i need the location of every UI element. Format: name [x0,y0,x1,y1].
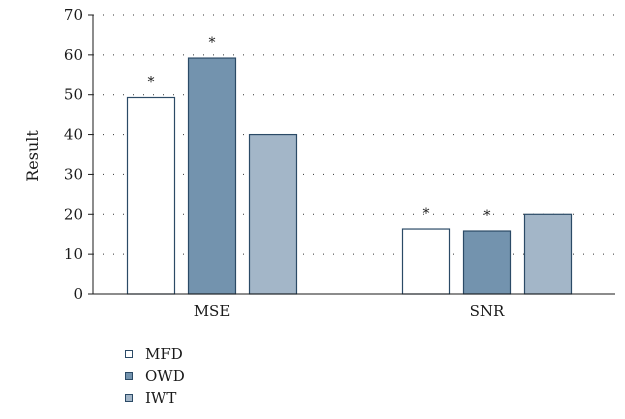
y-tick-label: 50 [64,86,83,104]
legend-item-mfd: MFD [125,343,185,365]
y-tick-label: 40 [64,126,83,144]
significance-star: * [148,75,155,91]
legend-swatch-iwt [125,394,133,402]
legend-item-iwt: IWT [125,387,185,409]
y-axis-ticks: 0 10 20 30 40 50 60 70 [64,6,93,303]
y-tick-label: 20 [64,205,83,223]
legend-swatch-owd [125,372,133,380]
legend-label-iwt: IWT [145,389,177,407]
legend-label-owd: OWD [145,367,185,385]
legend-label-mfd: MFD [145,345,183,363]
bar-chart: Result 0 10 20 30 40 50 60 70 * * * * MSE SNR [23,6,615,320]
y-tick-label: 30 [64,165,83,183]
x-tick-label-snr: SNR [470,302,505,320]
y-tick-label: 0 [73,285,83,303]
significance-star: * [209,35,216,51]
bar-mfd-mse [126,96,176,295]
bar-owd-snr [462,230,512,295]
x-tick-label-mse: MSE [194,302,231,320]
y-tick-label: 70 [64,6,83,24]
significance-star: * [484,208,491,224]
bar-mfd-snr [401,228,451,295]
legend-swatch-mfd [125,350,133,358]
y-axis-title: Result [23,130,42,182]
legend-item-owd: OWD [125,365,185,387]
x-axis-ticks: MSE SNR [194,302,505,320]
gridlines [93,14,615,255]
bars [126,57,573,295]
y-tick-label: 60 [64,46,83,64]
significance-markers: * * * * [148,35,491,224]
significance-star: * [423,206,430,222]
legend: MFD OWD IWT [125,343,185,409]
bar-iwt-snr [523,213,573,295]
bar-owd-mse [187,57,237,295]
bar-iwt-mse [248,133,298,295]
y-tick-label: 10 [64,245,83,263]
